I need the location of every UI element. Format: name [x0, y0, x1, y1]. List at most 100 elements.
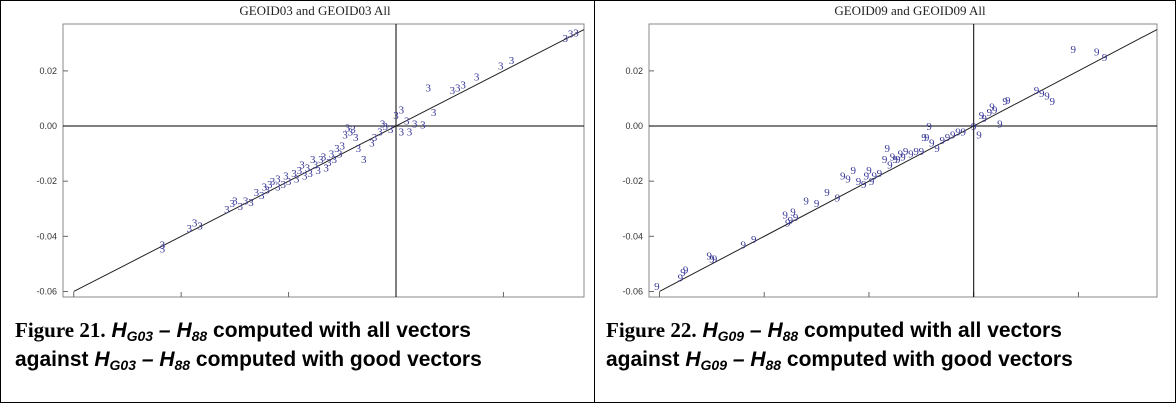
- data-point: 3: [353, 132, 359, 144]
- data-point: 9: [979, 110, 985, 122]
- data-point: 9: [785, 218, 791, 230]
- figure-label: Figure 21.: [15, 318, 106, 342]
- data-point: 9: [913, 146, 919, 158]
- data-point: 3: [160, 244, 166, 256]
- data-point: 3: [369, 138, 375, 150]
- data-point: 9: [921, 132, 927, 144]
- data-point: 3: [399, 104, 405, 116]
- data-point: 9: [1094, 47, 1100, 59]
- data-point: 9: [882, 154, 888, 166]
- data-point: 3: [262, 182, 268, 194]
- y-tick-label: -0.02: [622, 176, 643, 186]
- data-point: 9: [840, 171, 846, 183]
- caption-line-1: Figure 22. HG09 – H88 computed with all …: [606, 316, 1171, 345]
- data-point: 9: [929, 138, 935, 150]
- data-point: 3: [291, 168, 297, 180]
- data-point: 3: [297, 165, 303, 177]
- reference-line: [659, 29, 1158, 292]
- data-point: 9: [1070, 44, 1076, 56]
- data-point: 3: [573, 27, 579, 39]
- data-point: 9: [981, 113, 987, 125]
- data-point: 3: [455, 82, 461, 94]
- data-point: 3: [350, 124, 356, 136]
- data-point: 3: [305, 162, 311, 174]
- symbol-sub: 88: [782, 328, 799, 344]
- chart-title: GEOID09 and GEOID09 All: [834, 3, 986, 18]
- data-point: 9: [1044, 91, 1050, 103]
- data-point: 3: [412, 118, 418, 130]
- data-point: 3: [315, 165, 321, 177]
- caption-text: computed with all vectors: [798, 319, 1062, 342]
- data-point: 3: [160, 240, 166, 252]
- caption-text: against: [15, 348, 95, 371]
- data-point: 9: [971, 121, 977, 133]
- symbol-h: H: [111, 319, 127, 342]
- data-point: 9: [793, 212, 799, 224]
- data-point: 9: [782, 209, 788, 221]
- data-point: 9: [850, 165, 856, 177]
- plot-frame: [62, 23, 585, 298]
- data-point: 9: [1034, 85, 1040, 97]
- data-point: 3: [329, 149, 335, 161]
- data-point: 9: [885, 143, 891, 155]
- data-point: 3: [197, 220, 203, 232]
- data-point: 3: [372, 132, 378, 144]
- data-point: 3: [248, 197, 254, 209]
- data-point: 3: [474, 71, 480, 83]
- data-point: 9: [835, 193, 841, 205]
- data-point: 3: [318, 154, 324, 166]
- data-point: 3: [237, 201, 243, 213]
- data-point: 9: [955, 127, 961, 139]
- data-point: 9: [887, 160, 893, 172]
- data-point: 3: [264, 184, 270, 196]
- data-point: 3: [431, 107, 437, 119]
- data-point: 9: [987, 107, 993, 119]
- data-point: 9: [934, 143, 940, 155]
- data-point: 9: [992, 104, 998, 116]
- data-point: 3: [192, 218, 198, 230]
- symbol-sub: G09: [700, 357, 727, 373]
- data-point: 3: [294, 173, 300, 185]
- data-point: 9: [680, 267, 686, 279]
- data-point: 9: [845, 173, 851, 185]
- data-point: 9: [976, 129, 982, 141]
- symbol-h: – H: [744, 319, 783, 342]
- data-point: 3: [420, 120, 426, 132]
- data-point: 9: [903, 146, 909, 158]
- data-point: 3: [380, 118, 386, 130]
- data-point: 9: [751, 234, 757, 246]
- data-point: 9: [989, 102, 995, 114]
- data-point: 9: [890, 151, 896, 163]
- data-point: 9: [678, 273, 684, 285]
- data-point: 9: [1102, 52, 1108, 64]
- data-point: 3: [568, 29, 574, 41]
- data-point: 3: [345, 122, 351, 134]
- data-point: 9: [709, 253, 715, 265]
- data-point: 3: [509, 55, 515, 67]
- symbol-h: – H: [727, 348, 766, 371]
- data-point: 9: [919, 146, 925, 158]
- data-point: 3: [331, 154, 337, 166]
- table-column-divider: [594, 0, 595, 403]
- data-point: 9: [712, 253, 718, 265]
- y-tick-label: 0.00: [625, 121, 643, 131]
- data-point: 9: [788, 215, 794, 227]
- y-tick-label: 0.02: [39, 66, 57, 76]
- data-point: 9: [869, 176, 875, 188]
- data-point: 3: [498, 60, 504, 72]
- symbol-sub: G03: [126, 328, 154, 344]
- data-point: 3: [224, 204, 230, 216]
- data-point: 3: [460, 80, 466, 92]
- figure-22-panel: -0.06-0.04-0.020.000.02-0.06-0.04-0.020.…: [595, 0, 1176, 403]
- y-tick-label: -0.06: [36, 286, 57, 296]
- symbol-sub: G03: [109, 357, 136, 373]
- data-point: 3: [361, 154, 367, 166]
- caption-line-2: against HG09 – H88 computed with good ve…: [606, 345, 1171, 374]
- data-point: 3: [267, 179, 273, 191]
- plot-frame: [648, 23, 1158, 298]
- chart-geoid09: -0.06-0.04-0.020.000.02-0.06-0.04-0.020.…: [622, 3, 1158, 298]
- data-point: 9: [814, 198, 820, 210]
- data-point: 9: [864, 171, 870, 183]
- data-point: 9: [877, 168, 883, 180]
- chart-geoid03: -0.06-0.04-0.020.000.02-0.06-0.04-0.020.…: [36, 3, 585, 298]
